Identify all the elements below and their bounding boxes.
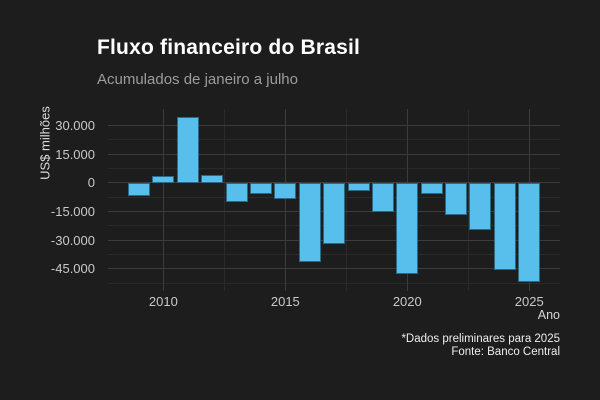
gridline-x-major xyxy=(284,108,286,291)
gridline-y-minor xyxy=(108,167,560,169)
gridline-y-minor xyxy=(108,282,560,284)
chart-title: Fluxo financeiro do Brasil xyxy=(97,36,361,59)
bar-2025 xyxy=(518,182,541,283)
gridline-x-minor xyxy=(345,108,347,291)
x-tick-label: 2015 xyxy=(270,294,300,309)
bar-2016 xyxy=(298,182,321,262)
bar-2015 xyxy=(274,182,297,199)
bar-2012 xyxy=(201,175,224,183)
bar-2013 xyxy=(225,182,248,202)
gridline-y-minor xyxy=(108,253,560,255)
gridline-x-minor xyxy=(223,108,225,291)
x-axis-title: Ano xyxy=(537,308,560,322)
caption-note: *Dados preliminares para 2025 xyxy=(401,333,560,345)
bar-2010 xyxy=(152,175,175,183)
x-tick-label: 2010 xyxy=(148,294,178,309)
gridline-x-major xyxy=(528,108,530,291)
x-tick-label: 2020 xyxy=(392,294,422,309)
gridline-y-major xyxy=(108,182,560,184)
y-tick-label: -45.000 xyxy=(50,261,95,277)
gridline-x-major xyxy=(162,108,164,291)
gridline-y-major xyxy=(108,153,560,155)
gridline-y-minor xyxy=(108,139,560,141)
gridline-y-major xyxy=(108,210,560,212)
bar-2011 xyxy=(176,116,199,183)
bar-2017 xyxy=(323,182,346,244)
bar-2022 xyxy=(445,182,468,216)
gridline-y-minor xyxy=(108,225,560,227)
bar-2014 xyxy=(249,182,272,195)
gridline-y-major xyxy=(108,239,560,241)
caption-source: Fonte: Banco Central xyxy=(451,346,560,358)
gridline-y-minor xyxy=(108,196,560,198)
y-tick-label: -30.000 xyxy=(50,232,95,248)
bar-2009 xyxy=(127,182,150,197)
y-tick-label: -15.000 xyxy=(50,203,95,219)
bar-2020 xyxy=(396,182,419,275)
gridline-y-major xyxy=(108,124,560,126)
gridline-x-major xyxy=(406,108,408,291)
gridline-y-major xyxy=(108,268,560,270)
caption: *Dados preliminares para 2025 Fonte: Ban… xyxy=(401,333,560,359)
bar-2021 xyxy=(420,182,443,195)
bar-2024 xyxy=(493,182,516,270)
gridline-x-minor xyxy=(467,108,469,291)
bar-2023 xyxy=(469,182,492,230)
x-tick-label: 2025 xyxy=(514,294,544,309)
chart-subtitle: Acumulados de janeiro a julho xyxy=(97,71,298,88)
bar-2019 xyxy=(371,182,394,213)
bar-2018 xyxy=(347,182,370,192)
y-axis-title: US$ milhões xyxy=(37,106,53,180)
